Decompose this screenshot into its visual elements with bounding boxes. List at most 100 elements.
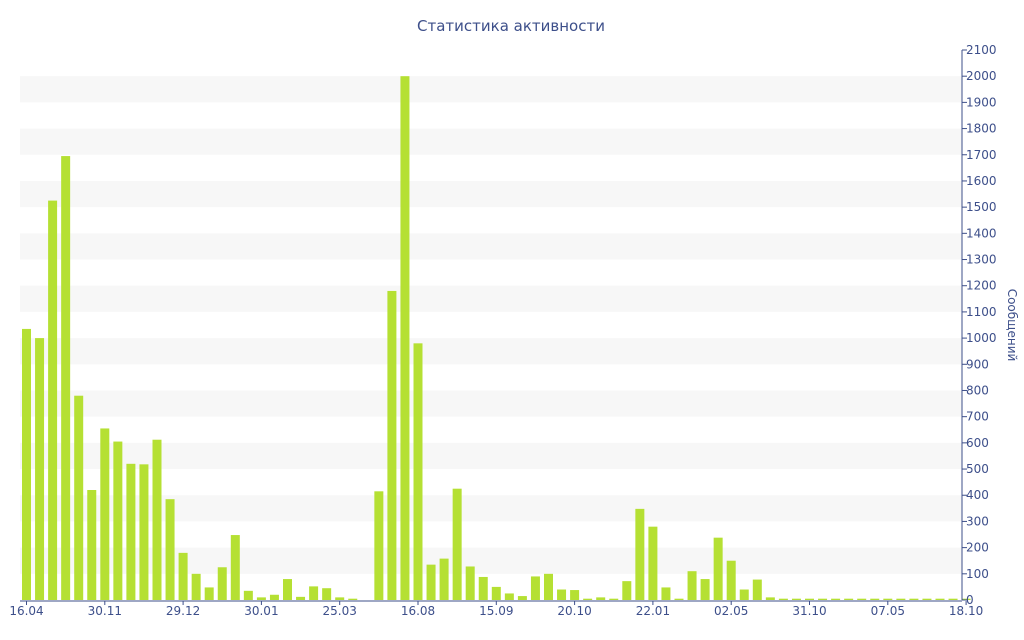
grid-band: [20, 390, 962, 417]
bar: [752, 579, 762, 600]
y-tick-label: 100: [966, 567, 989, 581]
y-tick-label: 800: [966, 383, 989, 397]
bar: [596, 597, 606, 600]
bar: [635, 508, 645, 600]
bar: [256, 597, 266, 600]
bar: [191, 573, 201, 600]
grid-band: [20, 442, 962, 470]
bar: [570, 590, 580, 600]
bar: [439, 558, 449, 600]
bar: [465, 566, 475, 600]
bar: [700, 579, 710, 600]
y-axis-label: Сообщений: [1005, 289, 1019, 362]
y-tick-label: 1000: [966, 331, 997, 345]
grid-bands: [20, 76, 962, 574]
bar: [844, 598, 854, 600]
bar: [217, 567, 227, 600]
bar: [687, 571, 697, 600]
x-tick-label: 18.10: [949, 604, 983, 618]
bar: [48, 200, 58, 600]
bar: [230, 535, 240, 600]
x-tick-label: 31.10: [792, 604, 826, 618]
bar: [87, 490, 97, 600]
bar: [322, 588, 332, 600]
bar: [204, 587, 214, 600]
bar: [478, 576, 488, 600]
bar: [152, 439, 162, 600]
bar: [935, 598, 945, 600]
bar: [583, 598, 593, 600]
bar: [948, 598, 958, 600]
bar: [74, 395, 84, 600]
bar: [648, 526, 658, 600]
x-tick-label: 16.08: [401, 604, 435, 618]
bar: [609, 598, 619, 600]
bar: [413, 343, 423, 600]
x-tick-label: 30.11: [88, 604, 122, 618]
y-axis: 0 100 200 300 400 500 600 700 800 900 1000 1100 1200…: [961, 43, 997, 607]
y-tick-label: 1400: [966, 226, 997, 240]
bar: [426, 564, 436, 600]
grid-band: [20, 338, 962, 365]
bar: [113, 441, 123, 600]
y-tick-label: 400: [966, 488, 989, 502]
grid-band: [20, 76, 962, 103]
bar: [557, 589, 567, 600]
y-tick-label: 600: [966, 436, 989, 450]
bar: [857, 598, 867, 600]
bars: [22, 76, 971, 600]
y-tick-label: 200: [966, 541, 989, 555]
bar: [622, 581, 632, 600]
bar: [896, 598, 906, 600]
y-tick-label: 1500: [966, 200, 997, 214]
y-tick-label: 0: [966, 593, 974, 607]
bar: [22, 328, 31, 600]
y-tick-label: 2000: [966, 69, 997, 83]
grid-band: [20, 180, 962, 208]
bar: [674, 598, 684, 600]
bar: [243, 590, 253, 600]
grid-band: [20, 128, 962, 155]
bar: [739, 589, 749, 600]
x-tick-label: 02.05: [714, 604, 748, 618]
x-tick-label: 16.04: [9, 604, 43, 618]
bar: [504, 593, 514, 600]
x-tick-label: 29.12: [166, 604, 200, 618]
bar: [661, 587, 671, 600]
bar: [374, 491, 384, 600]
bar: [791, 598, 801, 600]
y-tick-label: 1200: [966, 279, 997, 293]
y-tick-label: 900: [966, 357, 989, 371]
bar: [805, 598, 814, 600]
bar: [335, 597, 345, 600]
bar: [544, 573, 553, 600]
bar: [165, 499, 175, 600]
y-tick-label: 1600: [966, 174, 997, 188]
bar: [387, 290, 397, 600]
y-tick-label: 1300: [966, 253, 997, 267]
bar: [726, 560, 736, 600]
bar: [831, 598, 841, 600]
bar: [61, 156, 71, 600]
y-tick-label: 500: [966, 462, 989, 476]
bar: [452, 488, 462, 600]
bar: [35, 338, 45, 600]
bar: [909, 598, 919, 600]
bar: [713, 537, 723, 600]
bar: [517, 596, 527, 600]
x-axis: 16.04 30.11 29.12 30.01 25.03 16.08 15.09 20.10…: [9, 600, 983, 618]
y-tick-label: 1900: [966, 95, 997, 109]
bar: [778, 598, 788, 600]
grid-band: [20, 547, 962, 574]
y-tick-label: 1800: [966, 122, 997, 136]
bar: [818, 598, 828, 600]
bar: [100, 428, 110, 600]
x-tick-label: 20.10: [557, 604, 591, 618]
x-tick-label: 15.09: [479, 604, 513, 618]
y-tick-label: 300: [966, 514, 989, 528]
y-tick-label: 700: [966, 410, 989, 424]
x-tick-label: 30.01: [244, 604, 278, 618]
chart-title: Статистика активности: [417, 17, 605, 35]
grid-band: [20, 233, 962, 260]
